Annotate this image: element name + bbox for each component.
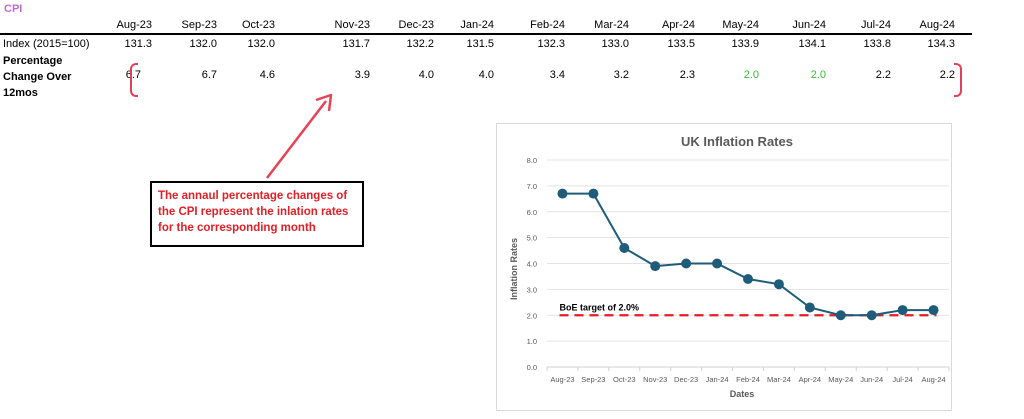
x-tick-label: Nov-23 xyxy=(643,375,667,384)
chart-title: UK Inflation Rates xyxy=(681,134,793,149)
data-point xyxy=(712,258,723,269)
data-point xyxy=(928,305,939,316)
x-tick-label: May-24 xyxy=(828,375,853,384)
index-value: 134.3 xyxy=(927,38,955,50)
x-tick-label: Dec-23 xyxy=(674,375,698,384)
month-header: May-24 xyxy=(722,19,759,31)
month-header: Sep-23 xyxy=(181,19,217,31)
x-tick-label: Jun-24 xyxy=(860,375,883,384)
data-point xyxy=(619,242,630,253)
inflation-chart: UK Inflation Rates 0.0 1.0 2.0 3.0 4.0 5.0 6.0… xyxy=(509,134,950,399)
y-tick-label: 6.0 xyxy=(527,208,537,217)
x-tick-label: Sep-23 xyxy=(581,375,605,384)
pct-change-value: 2.2 xyxy=(939,69,955,81)
x-tick-label: Aug-23 xyxy=(550,375,574,384)
y-tick-label: 8.0 xyxy=(527,156,537,165)
pct-change-value: 3.4 xyxy=(549,69,565,81)
chart-frame: UK Inflation Rates 0.0 1.0 2.0 3.0 4.0 5.0 6.0… xyxy=(496,123,952,411)
index-value: 132.0 xyxy=(189,38,217,50)
pct-row-label: Percentage Change Over 12mos xyxy=(3,53,71,101)
pct-label-line: Percentage xyxy=(3,55,63,67)
index-row-label: Index (2015=100) xyxy=(3,38,90,50)
month-header: Nov-23 xyxy=(334,19,370,31)
y-tick-label: 3.0 xyxy=(527,285,537,294)
month-header: Oct-23 xyxy=(241,19,275,31)
header-rule xyxy=(0,33,972,35)
pct-change-value: 2.0 xyxy=(810,69,826,81)
pct-change-value: 2.0 xyxy=(743,69,759,81)
right-bracket xyxy=(954,63,962,97)
index-value: 134.1 xyxy=(798,38,826,50)
index-value: 132.2 xyxy=(406,38,434,50)
x-tick-label: Aug-24 xyxy=(921,375,945,384)
x-axis-label: Dates xyxy=(730,389,755,399)
data-point xyxy=(804,302,815,313)
pct-change-value: 4.6 xyxy=(259,69,275,81)
y-tick-label: 7.0 xyxy=(527,182,537,191)
pct-change-value: 6.7 xyxy=(201,69,217,81)
month-header: Aug-24 xyxy=(919,19,955,31)
data-point xyxy=(897,305,908,316)
pct-change-value: 3.9 xyxy=(354,69,370,81)
month-header: Feb-24 xyxy=(530,19,565,31)
index-value: 133.9 xyxy=(731,38,759,50)
data-point xyxy=(866,310,877,321)
pct-label-line: 12mos xyxy=(3,87,38,99)
month-header: Dec-23 xyxy=(398,19,434,31)
annotation-box: The annaul percentage changes of the CPI… xyxy=(150,181,364,247)
left-bracket xyxy=(130,63,138,97)
x-tick-label: Oct-23 xyxy=(613,375,636,384)
data-point xyxy=(650,261,661,272)
data-point xyxy=(835,310,846,321)
boe-target-label: BoE target of 2.0% xyxy=(559,302,639,312)
pct-change-value: 6.7 xyxy=(125,69,141,81)
pct-change-value: 4.0 xyxy=(478,69,494,81)
x-tick-label: Feb-24 xyxy=(736,375,760,384)
pct-label-line: Change Over xyxy=(3,71,72,83)
data-point xyxy=(773,279,784,290)
x-tick-label: Apr-24 xyxy=(799,375,822,384)
data-point xyxy=(681,258,692,269)
data-point xyxy=(743,274,753,285)
month-header: Jul-24 xyxy=(861,19,891,31)
index-value: 131.7 xyxy=(342,38,370,50)
pct-change-value: 2.2 xyxy=(875,69,891,81)
index-value: 131.5 xyxy=(466,38,494,50)
y-tick-label: 4.0 xyxy=(527,260,537,269)
month-header: Jan-24 xyxy=(460,19,494,31)
y-tick-label: 5.0 xyxy=(527,234,537,243)
pct-change-value: 4.0 xyxy=(418,69,434,81)
month-header: Mar-24 xyxy=(594,19,629,31)
index-value: 132.3 xyxy=(537,38,565,50)
month-header: Apr-24 xyxy=(661,19,695,31)
x-tick-label: Jul-24 xyxy=(892,375,912,384)
data-point xyxy=(588,188,599,199)
y-tick-label: 1.0 xyxy=(527,337,537,346)
month-header: Aug-23 xyxy=(116,19,152,31)
pct-change-value: 3.2 xyxy=(613,69,629,81)
y-axis-label: Inflation Rates xyxy=(509,238,519,300)
index-value: 133.8 xyxy=(863,38,891,50)
index-value: 133.5 xyxy=(667,38,695,50)
month-header: Jun-24 xyxy=(792,19,826,31)
data-point xyxy=(557,188,568,199)
index-value: 132.0 xyxy=(247,38,275,50)
x-tick-label: Mar-24 xyxy=(767,375,791,384)
index-value: 133.0 xyxy=(601,38,629,50)
pct-change-value: 2.3 xyxy=(679,69,695,81)
y-tick-label: 2.0 xyxy=(527,311,537,320)
x-tick-label: Jan-24 xyxy=(706,375,729,384)
cpi-title: CPI xyxy=(4,3,23,15)
y-tick-label: 0.0 xyxy=(527,363,537,372)
index-value: 131.3 xyxy=(124,38,152,50)
